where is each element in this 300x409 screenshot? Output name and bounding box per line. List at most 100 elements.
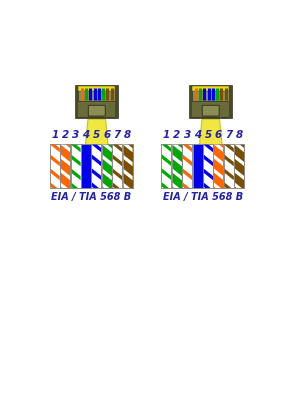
Bar [182, 144, 192, 189]
Polygon shape [203, 196, 213, 208]
Polygon shape [60, 126, 70, 138]
FancyBboxPatch shape [202, 105, 219, 116]
Polygon shape [60, 196, 70, 208]
Polygon shape [234, 182, 244, 194]
Bar [112, 144, 122, 189]
Polygon shape [182, 182, 192, 194]
Bar [190, 86, 232, 118]
Polygon shape [234, 154, 244, 166]
Polygon shape [112, 182, 122, 194]
Bar [76, 86, 78, 118]
Bar [213, 144, 224, 189]
Text: 4: 4 [194, 130, 201, 140]
Bar [78, 86, 115, 91]
Polygon shape [60, 168, 70, 180]
Polygon shape [234, 140, 244, 153]
Text: 6: 6 [103, 130, 110, 140]
Bar [172, 144, 182, 189]
Polygon shape [123, 168, 133, 180]
Bar [193, 144, 202, 189]
Polygon shape [213, 154, 224, 166]
Polygon shape [92, 126, 101, 138]
Polygon shape [234, 168, 244, 180]
Text: 4: 4 [82, 130, 90, 140]
Polygon shape [182, 154, 192, 166]
Polygon shape [161, 154, 172, 166]
Text: EIA / TIA 568 B: EIA / TIA 568 B [51, 191, 131, 202]
Polygon shape [50, 154, 60, 166]
Text: 7: 7 [113, 130, 121, 140]
Bar [123, 144, 133, 189]
Polygon shape [161, 196, 172, 208]
Polygon shape [102, 126, 112, 138]
Polygon shape [112, 196, 122, 208]
Polygon shape [203, 182, 213, 194]
Text: 8: 8 [124, 130, 131, 140]
Text: EIA / TIA 568 B: EIA / TIA 568 B [163, 191, 243, 202]
Polygon shape [182, 168, 192, 180]
Bar [76, 86, 118, 118]
Bar [92, 144, 101, 189]
Polygon shape [199, 119, 222, 148]
Bar [60, 144, 70, 189]
Text: 6: 6 [215, 130, 222, 140]
Bar [70, 144, 81, 189]
Text: 5: 5 [93, 130, 100, 140]
Polygon shape [182, 196, 192, 208]
Bar [203, 144, 213, 189]
Polygon shape [50, 196, 60, 208]
Polygon shape [102, 182, 112, 194]
Polygon shape [70, 154, 81, 166]
Polygon shape [224, 126, 234, 138]
Text: 8: 8 [236, 130, 243, 140]
Polygon shape [213, 182, 224, 194]
Polygon shape [70, 126, 81, 138]
Polygon shape [50, 126, 60, 138]
Polygon shape [182, 140, 192, 153]
Bar [78, 86, 115, 101]
Polygon shape [112, 140, 122, 153]
Bar [115, 86, 118, 118]
Bar [81, 144, 91, 189]
Text: 3: 3 [72, 130, 79, 140]
Bar [234, 144, 244, 189]
Bar [190, 86, 192, 118]
Polygon shape [161, 168, 172, 180]
Bar [229, 86, 232, 118]
Polygon shape [234, 126, 244, 138]
Polygon shape [123, 196, 133, 208]
Bar [172, 144, 182, 189]
Bar [161, 144, 172, 189]
Text: 3: 3 [184, 130, 191, 140]
Polygon shape [224, 154, 234, 166]
Bar [123, 144, 133, 189]
Text: 2: 2 [173, 130, 181, 140]
Text: 1: 1 [51, 130, 58, 140]
Bar [234, 144, 244, 189]
Polygon shape [234, 196, 244, 208]
Polygon shape [70, 140, 81, 153]
Bar [102, 144, 112, 189]
Polygon shape [102, 140, 112, 153]
Polygon shape [224, 182, 234, 194]
Bar [161, 144, 172, 189]
Text: 5: 5 [204, 130, 212, 140]
FancyBboxPatch shape [88, 105, 105, 116]
Polygon shape [92, 196, 101, 208]
Polygon shape [92, 140, 101, 153]
Polygon shape [224, 196, 234, 208]
Polygon shape [213, 140, 224, 153]
Polygon shape [70, 168, 81, 180]
Bar [213, 144, 224, 189]
Polygon shape [182, 126, 192, 138]
Text: 2: 2 [61, 130, 69, 140]
Polygon shape [50, 168, 60, 180]
Polygon shape [172, 140, 182, 153]
Text: 1: 1 [163, 130, 170, 140]
Polygon shape [213, 168, 224, 180]
Bar [182, 144, 192, 189]
Polygon shape [70, 196, 81, 208]
Polygon shape [172, 154, 182, 166]
Polygon shape [102, 168, 112, 180]
Bar [50, 144, 60, 189]
